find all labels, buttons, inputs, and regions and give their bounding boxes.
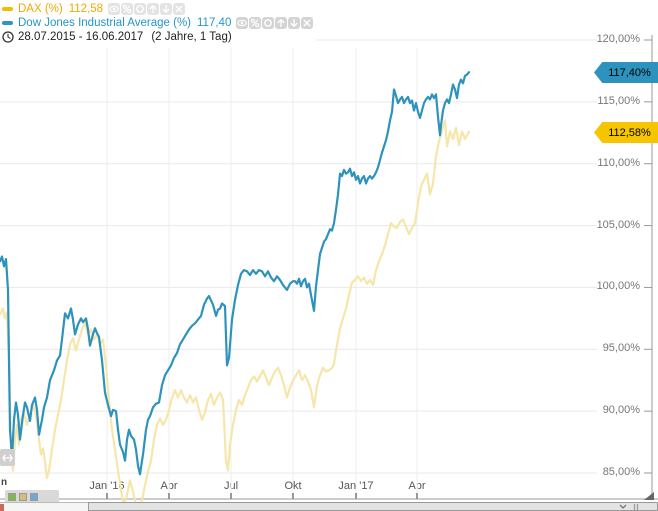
percent-icon[interactable] — [249, 16, 262, 29]
y-axis-label: 95,00% — [596, 342, 640, 356]
dow-value: 117,40 — [197, 16, 232, 29]
close-icon[interactable] — [301, 16, 314, 29]
period-range: 28.07.2015 - 16.06.2017 — [18, 31, 144, 43]
resize-handle[interactable] — [644, 492, 654, 500]
x-axis-label: Apr — [408, 480, 426, 492]
x-axis-label: Jul — [223, 480, 239, 492]
dax-label: DAX (%) — [18, 2, 63, 15]
x-axis-label: Jan '17 — [338, 480, 374, 492]
period-duration: (2 Jahre, 1 Tag) — [151, 31, 232, 43]
palette-blue-swatch[interactable] — [30, 493, 38, 501]
dax-value-tag: 112,58% — [594, 122, 658, 143]
dow-label: Dow Jones Industrial Average (%) — [18, 16, 192, 29]
close-icon[interactable] — [173, 2, 186, 15]
arrow-up-icon[interactable] — [147, 2, 160, 15]
time-scrollbar-thumb[interactable] — [88, 502, 658, 511]
y-axis-label: 85,00% — [596, 465, 640, 479]
palette-yellow-swatch[interactable] — [19, 493, 27, 501]
arrow-up-icon[interactable] — [275, 16, 288, 29]
dow-value-tag: 117,40% — [594, 62, 658, 83]
series-line-dow — [0, 71, 471, 476]
grip-bars-icon[interactable] — [633, 503, 639, 511]
scrollbar-range-start-marker — [0, 504, 4, 511]
y-axis-label: 100,00% — [596, 280, 640, 294]
ring-icon[interactable] — [134, 2, 147, 15]
ring-icon[interactable] — [262, 16, 275, 29]
arrow-down-icon[interactable] — [160, 2, 173, 15]
x-axis-label: Okt — [284, 480, 302, 492]
legend-row-dow: Dow Jones Industrial Average (%) 117,40 — [2, 16, 314, 29]
palette-green-swatch[interactable] — [8, 493, 16, 501]
clock-icon — [2, 31, 14, 43]
percent-icon[interactable] — [121, 2, 134, 15]
pan-left-right-button[interactable] — [0, 449, 15, 466]
x-axis-label: Jan '16 — [89, 480, 125, 492]
eye-icon[interactable] — [236, 16, 249, 29]
x-axis-label: Apr — [160, 480, 178, 492]
y-axis-label: 120,00% — [596, 33, 640, 46]
eye-icon[interactable] — [108, 2, 121, 15]
y-axis-label: 90,00% — [596, 404, 640, 418]
chevron-down-icon[interactable] — [619, 504, 627, 510]
dax-color-dash — [2, 6, 13, 11]
y-axis-label: 115,00% — [596, 94, 640, 108]
y-axis-label: 110,00% — [596, 156, 640, 170]
period-row: 28.07.2015 - 16.06.2017 (2 Jahre, 1 Tag) — [2, 30, 314, 44]
arrow-down-icon[interactable] — [288, 16, 301, 29]
legend: DAX (%) 112,58 Dow Jones Industrial Aver… — [2, 2, 317, 44]
series-line-dax — [0, 119, 471, 511]
dow-color-dash — [2, 20, 13, 25]
y-axis-label: 105,00% — [596, 218, 640, 232]
dax-value: 112,58 — [68, 2, 104, 15]
legend-row-dax: DAX (%) 112,58 — [2, 2, 314, 15]
watermark-fragment: n — [1, 477, 8, 488]
